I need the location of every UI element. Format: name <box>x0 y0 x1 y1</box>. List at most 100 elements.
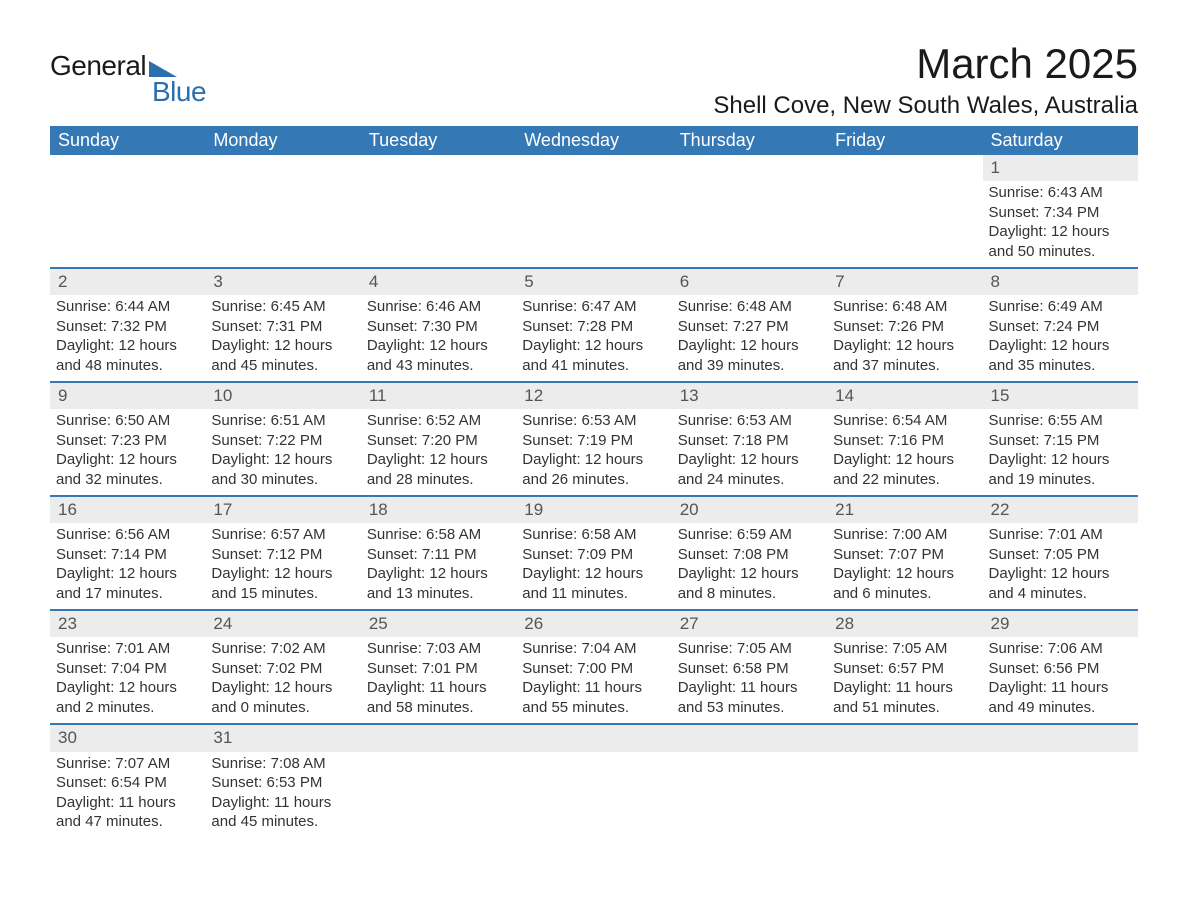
day-detail-cell <box>672 752 827 838</box>
daylight-text: Daylight: 12 hours and 26 minutes. <box>522 450 665 489</box>
sunset-text: Sunset: 7:15 PM <box>989 431 1132 451</box>
daylight-text: Daylight: 12 hours and 8 minutes. <box>678 564 821 603</box>
daylight-text: Daylight: 12 hours and 22 minutes. <box>833 450 976 489</box>
sunset-text: Sunset: 7:12 PM <box>211 545 354 565</box>
detail-row: Sunrise: 6:43 AMSunset: 7:34 PMDaylight:… <box>50 181 1138 268</box>
day-detail-cell <box>516 181 671 268</box>
daylight-text: Daylight: 11 hours and 58 minutes. <box>367 678 510 717</box>
day-number-cell: 29 <box>983 610 1138 637</box>
daynum-row: 9101112131415 <box>50 382 1138 409</box>
day-number-cell: 6 <box>672 268 827 295</box>
daylight-text: Daylight: 12 hours and 50 minutes. <box>989 222 1132 261</box>
day-number-cell: 1 <box>983 155 1138 181</box>
sunset-text: Sunset: 7:24 PM <box>989 317 1132 337</box>
day-number-cell: 14 <box>827 382 982 409</box>
sunrise-text: Sunrise: 7:05 AM <box>678 639 821 659</box>
sunrise-text: Sunrise: 6:45 AM <box>211 297 354 317</box>
day-number-cell: 9 <box>50 382 205 409</box>
day-number-cell: 3 <box>205 268 360 295</box>
daylight-text: Daylight: 11 hours and 49 minutes. <box>989 678 1132 717</box>
sunrise-text: Sunrise: 6:48 AM <box>833 297 976 317</box>
day-detail-cell: Sunrise: 7:02 AMSunset: 7:02 PMDaylight:… <box>205 637 360 724</box>
sunset-text: Sunset: 7:20 PM <box>367 431 510 451</box>
day-number-cell: 22 <box>983 496 1138 523</box>
day-number-cell: 30 <box>50 724 205 751</box>
calendar-body: 1 Sunrise: 6:43 AMSunset: 7:34 PMDayligh… <box>50 155 1138 838</box>
day-number-cell <box>361 155 516 181</box>
day-number-cell: 27 <box>672 610 827 637</box>
sunset-text: Sunset: 7:14 PM <box>56 545 199 565</box>
header: General Blue March 2025 Shell Cove, New … <box>50 40 1138 120</box>
day-detail-cell <box>827 752 982 838</box>
daylight-text: Daylight: 12 hours and 24 minutes. <box>678 450 821 489</box>
day-number-cell: 24 <box>205 610 360 637</box>
weekday-header: Friday <box>827 126 982 155</box>
day-detail-cell <box>672 181 827 268</box>
sunrise-text: Sunrise: 6:47 AM <box>522 297 665 317</box>
sunset-text: Sunset: 7:04 PM <box>56 659 199 679</box>
sunset-text: Sunset: 6:53 PM <box>211 773 354 793</box>
daylight-text: Daylight: 12 hours and 6 minutes. <box>833 564 976 603</box>
sunrise-text: Sunrise: 6:53 AM <box>522 411 665 431</box>
sunrise-text: Sunrise: 6:46 AM <box>367 297 510 317</box>
day-number-cell: 4 <box>361 268 516 295</box>
day-number-cell: 10 <box>205 382 360 409</box>
daylight-text: Daylight: 12 hours and 4 minutes. <box>989 564 1132 603</box>
day-number-cell <box>983 724 1138 751</box>
daylight-text: Daylight: 12 hours and 43 minutes. <box>367 336 510 375</box>
day-number-cell: 25 <box>361 610 516 637</box>
sunset-text: Sunset: 7:22 PM <box>211 431 354 451</box>
daylight-text: Daylight: 12 hours and 39 minutes. <box>678 336 821 375</box>
day-number-cell: 11 <box>361 382 516 409</box>
day-detail-cell: Sunrise: 6:55 AMSunset: 7:15 PMDaylight:… <box>983 409 1138 496</box>
daylight-text: Daylight: 11 hours and 47 minutes. <box>56 793 199 832</box>
daylight-text: Daylight: 12 hours and 19 minutes. <box>989 450 1132 489</box>
day-number-cell: 16 <box>50 496 205 523</box>
day-detail-cell: Sunrise: 6:49 AMSunset: 7:24 PMDaylight:… <box>983 295 1138 382</box>
day-detail-cell: Sunrise: 6:59 AMSunset: 7:08 PMDaylight:… <box>672 523 827 610</box>
day-detail-cell: Sunrise: 6:45 AMSunset: 7:31 PMDaylight:… <box>205 295 360 382</box>
day-number-cell: 17 <box>205 496 360 523</box>
sunset-text: Sunset: 7:19 PM <box>522 431 665 451</box>
weekday-header: Monday <box>205 126 360 155</box>
sunset-text: Sunset: 6:56 PM <box>989 659 1132 679</box>
daylight-text: Daylight: 12 hours and 15 minutes. <box>211 564 354 603</box>
logo-text-a: General <box>50 50 146 82</box>
day-detail-cell <box>50 181 205 268</box>
detail-row: Sunrise: 7:07 AMSunset: 6:54 PMDaylight:… <box>50 752 1138 838</box>
day-number-cell: 8 <box>983 268 1138 295</box>
sunset-text: Sunset: 7:00 PM <box>522 659 665 679</box>
daylight-text: Daylight: 12 hours and 13 minutes. <box>367 564 510 603</box>
day-detail-cell: Sunrise: 7:04 AMSunset: 7:00 PMDaylight:… <box>516 637 671 724</box>
sunrise-text: Sunrise: 6:59 AM <box>678 525 821 545</box>
daylight-text: Daylight: 12 hours and 17 minutes. <box>56 564 199 603</box>
day-number-cell <box>50 155 205 181</box>
day-detail-cell: Sunrise: 6:48 AMSunset: 7:26 PMDaylight:… <box>827 295 982 382</box>
weekday-header: Sunday <box>50 126 205 155</box>
sunrise-text: Sunrise: 6:44 AM <box>56 297 199 317</box>
detail-row: Sunrise: 6:50 AMSunset: 7:23 PMDaylight:… <box>50 409 1138 496</box>
day-detail-cell: Sunrise: 6:53 AMSunset: 7:18 PMDaylight:… <box>672 409 827 496</box>
day-detail-cell: Sunrise: 6:43 AMSunset: 7:34 PMDaylight:… <box>983 181 1138 268</box>
day-detail-cell: Sunrise: 7:06 AMSunset: 6:56 PMDaylight:… <box>983 637 1138 724</box>
sunset-text: Sunset: 7:32 PM <box>56 317 199 337</box>
day-detail-cell <box>361 752 516 838</box>
calendar-table: Sunday Monday Tuesday Wednesday Thursday… <box>50 126 1138 838</box>
daylight-text: Daylight: 12 hours and 11 minutes. <box>522 564 665 603</box>
daylight-text: Daylight: 11 hours and 53 minutes. <box>678 678 821 717</box>
sunrise-text: Sunrise: 6:53 AM <box>678 411 821 431</box>
sunset-text: Sunset: 7:26 PM <box>833 317 976 337</box>
day-detail-cell: Sunrise: 7:01 AMSunset: 7:04 PMDaylight:… <box>50 637 205 724</box>
day-number-cell: 31 <box>205 724 360 751</box>
day-number-cell <box>516 724 671 751</box>
weekday-header: Thursday <box>672 126 827 155</box>
daynum-row: 3031 <box>50 724 1138 751</box>
sunrise-text: Sunrise: 6:43 AM <box>989 183 1132 203</box>
sunrise-text: Sunrise: 6:58 AM <box>367 525 510 545</box>
sunrise-text: Sunrise: 7:07 AM <box>56 754 199 774</box>
day-detail-cell: Sunrise: 6:46 AMSunset: 7:30 PMDaylight:… <box>361 295 516 382</box>
daylight-text: Daylight: 12 hours and 2 minutes. <box>56 678 199 717</box>
detail-row: Sunrise: 7:01 AMSunset: 7:04 PMDaylight:… <box>50 637 1138 724</box>
month-title: March 2025 <box>713 40 1138 88</box>
daynum-row: 1 <box>50 155 1138 181</box>
